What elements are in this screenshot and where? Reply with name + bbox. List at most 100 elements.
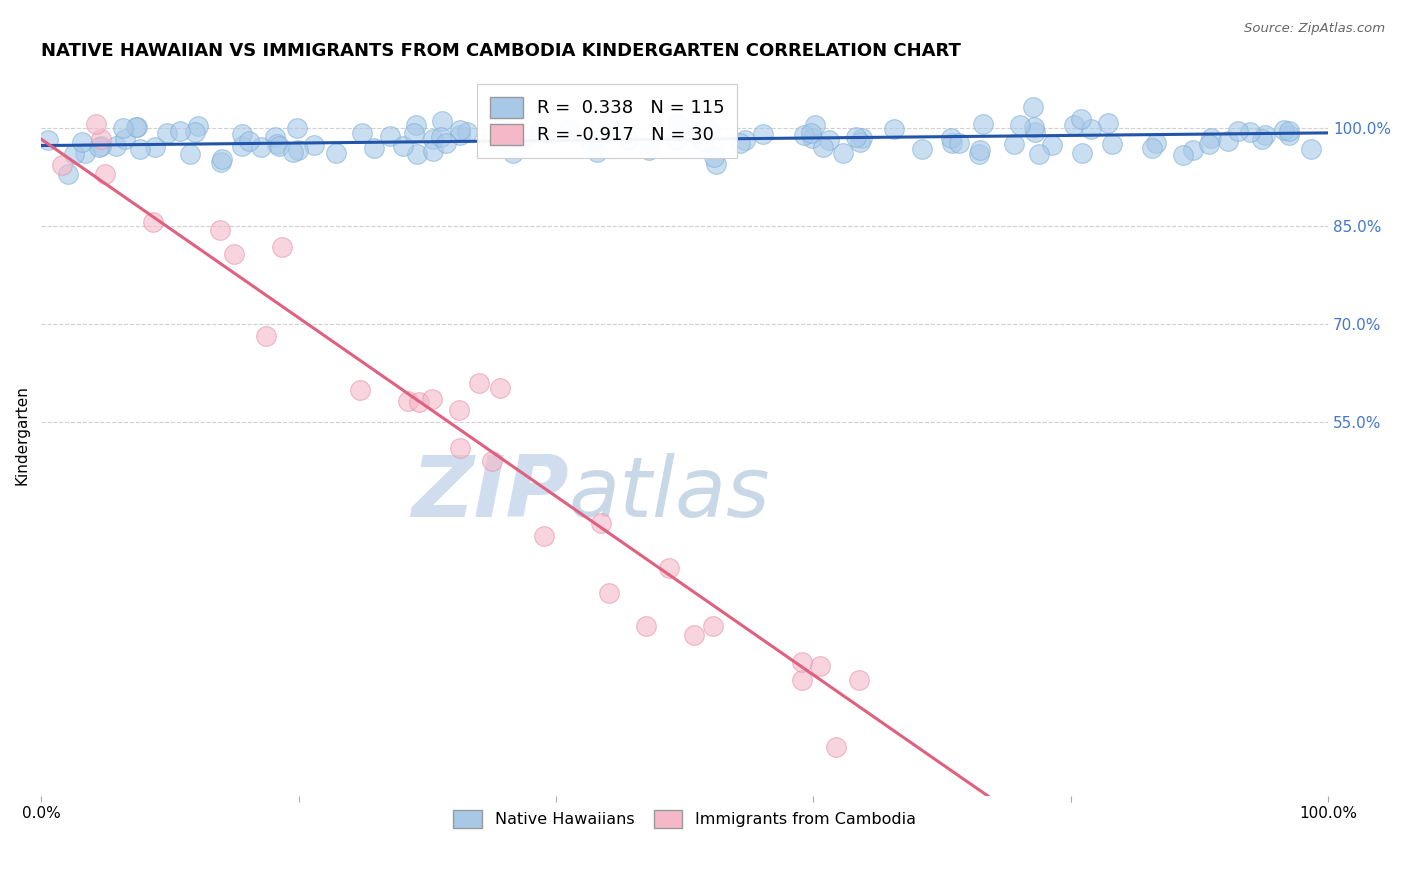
Point bbox=[406, 147, 429, 161]
Point bbox=[1278, 124, 1301, 138]
Point bbox=[422, 132, 444, 146]
Point bbox=[703, 150, 725, 164]
Point bbox=[637, 143, 659, 157]
Point bbox=[432, 114, 454, 128]
Point bbox=[125, 120, 148, 135]
Legend: Native Hawaiians, Immigrants from Cambodia: Native Hawaiians, Immigrants from Cambod… bbox=[447, 804, 922, 835]
Point bbox=[408, 395, 430, 409]
Point bbox=[832, 146, 855, 161]
Point bbox=[391, 138, 413, 153]
Point bbox=[665, 133, 688, 147]
Point bbox=[271, 240, 294, 254]
Point bbox=[1010, 118, 1032, 132]
Point bbox=[325, 145, 347, 160]
Point bbox=[845, 130, 868, 145]
Point bbox=[596, 118, 619, 132]
Point bbox=[89, 140, 111, 154]
Point bbox=[287, 143, 309, 157]
Point bbox=[267, 139, 290, 153]
Point bbox=[111, 120, 134, 135]
Point bbox=[304, 138, 326, 153]
Point bbox=[939, 130, 962, 145]
Point bbox=[948, 136, 970, 150]
Point bbox=[1254, 128, 1277, 142]
Point bbox=[402, 126, 425, 140]
Point bbox=[849, 135, 872, 149]
Point bbox=[104, 138, 127, 153]
Point bbox=[1198, 137, 1220, 152]
Point bbox=[350, 126, 373, 140]
Point bbox=[187, 119, 209, 133]
Point bbox=[851, 131, 873, 145]
Point bbox=[37, 133, 59, 147]
Point bbox=[363, 140, 385, 154]
Point bbox=[231, 139, 253, 153]
Text: Source: ZipAtlas.com: Source: ZipAtlas.com bbox=[1244, 22, 1385, 36]
Point bbox=[481, 454, 503, 468]
Point bbox=[56, 167, 79, 181]
Text: NATIVE HAWAIIAN VS IMMIGRANTS FROM CAMBODIA KINDERGARTEN CORRELATION CHART: NATIVE HAWAIIAN VS IMMIGRANTS FROM CAMBO… bbox=[41, 42, 960, 60]
Point bbox=[405, 118, 427, 132]
Point bbox=[848, 673, 870, 687]
Point bbox=[699, 123, 721, 137]
Point bbox=[456, 125, 478, 139]
Point bbox=[114, 131, 136, 145]
Point bbox=[800, 126, 823, 140]
Point bbox=[238, 134, 260, 148]
Point bbox=[266, 137, 288, 152]
Point bbox=[911, 142, 934, 156]
Point bbox=[598, 586, 620, 600]
Point bbox=[491, 126, 513, 140]
Point bbox=[1070, 112, 1092, 126]
Point bbox=[434, 136, 457, 150]
Point bbox=[222, 246, 245, 260]
Point bbox=[533, 529, 555, 543]
Point bbox=[790, 655, 813, 669]
Point bbox=[129, 142, 152, 156]
Point bbox=[1101, 136, 1123, 151]
Point bbox=[589, 516, 612, 531]
Y-axis label: Kindergarten: Kindergarten bbox=[15, 385, 30, 485]
Point bbox=[685, 125, 707, 139]
Point bbox=[156, 127, 179, 141]
Point bbox=[1022, 120, 1045, 135]
Point bbox=[63, 147, 86, 161]
Point bbox=[817, 133, 839, 147]
Text: ZIP: ZIP bbox=[411, 451, 569, 534]
Point bbox=[682, 628, 704, 642]
Point bbox=[468, 376, 491, 391]
Point bbox=[790, 673, 813, 687]
Point bbox=[489, 104, 512, 119]
Point bbox=[211, 153, 233, 167]
Point bbox=[702, 619, 724, 633]
Point bbox=[349, 383, 371, 397]
Point bbox=[70, 136, 93, 150]
Point bbox=[285, 120, 308, 135]
Point bbox=[249, 140, 271, 154]
Point bbox=[1002, 136, 1025, 151]
Point bbox=[883, 122, 905, 136]
Point bbox=[422, 392, 444, 406]
Point bbox=[231, 128, 253, 142]
Point bbox=[811, 140, 834, 154]
Point bbox=[1070, 145, 1092, 160]
Point bbox=[208, 223, 231, 237]
Point bbox=[1216, 134, 1239, 148]
Point bbox=[1301, 142, 1323, 156]
Point bbox=[800, 131, 823, 145]
Point bbox=[1181, 143, 1204, 157]
Point bbox=[1097, 116, 1119, 130]
Point bbox=[530, 121, 553, 136]
Point bbox=[143, 140, 166, 154]
Point bbox=[430, 129, 453, 144]
Point bbox=[75, 146, 97, 161]
Point bbox=[422, 144, 444, 158]
Point bbox=[668, 117, 690, 131]
Point bbox=[1278, 128, 1301, 142]
Point bbox=[1063, 119, 1085, 133]
Point bbox=[179, 146, 201, 161]
Point bbox=[141, 215, 163, 229]
Point bbox=[793, 128, 815, 142]
Point bbox=[1040, 137, 1063, 152]
Point bbox=[264, 129, 287, 144]
